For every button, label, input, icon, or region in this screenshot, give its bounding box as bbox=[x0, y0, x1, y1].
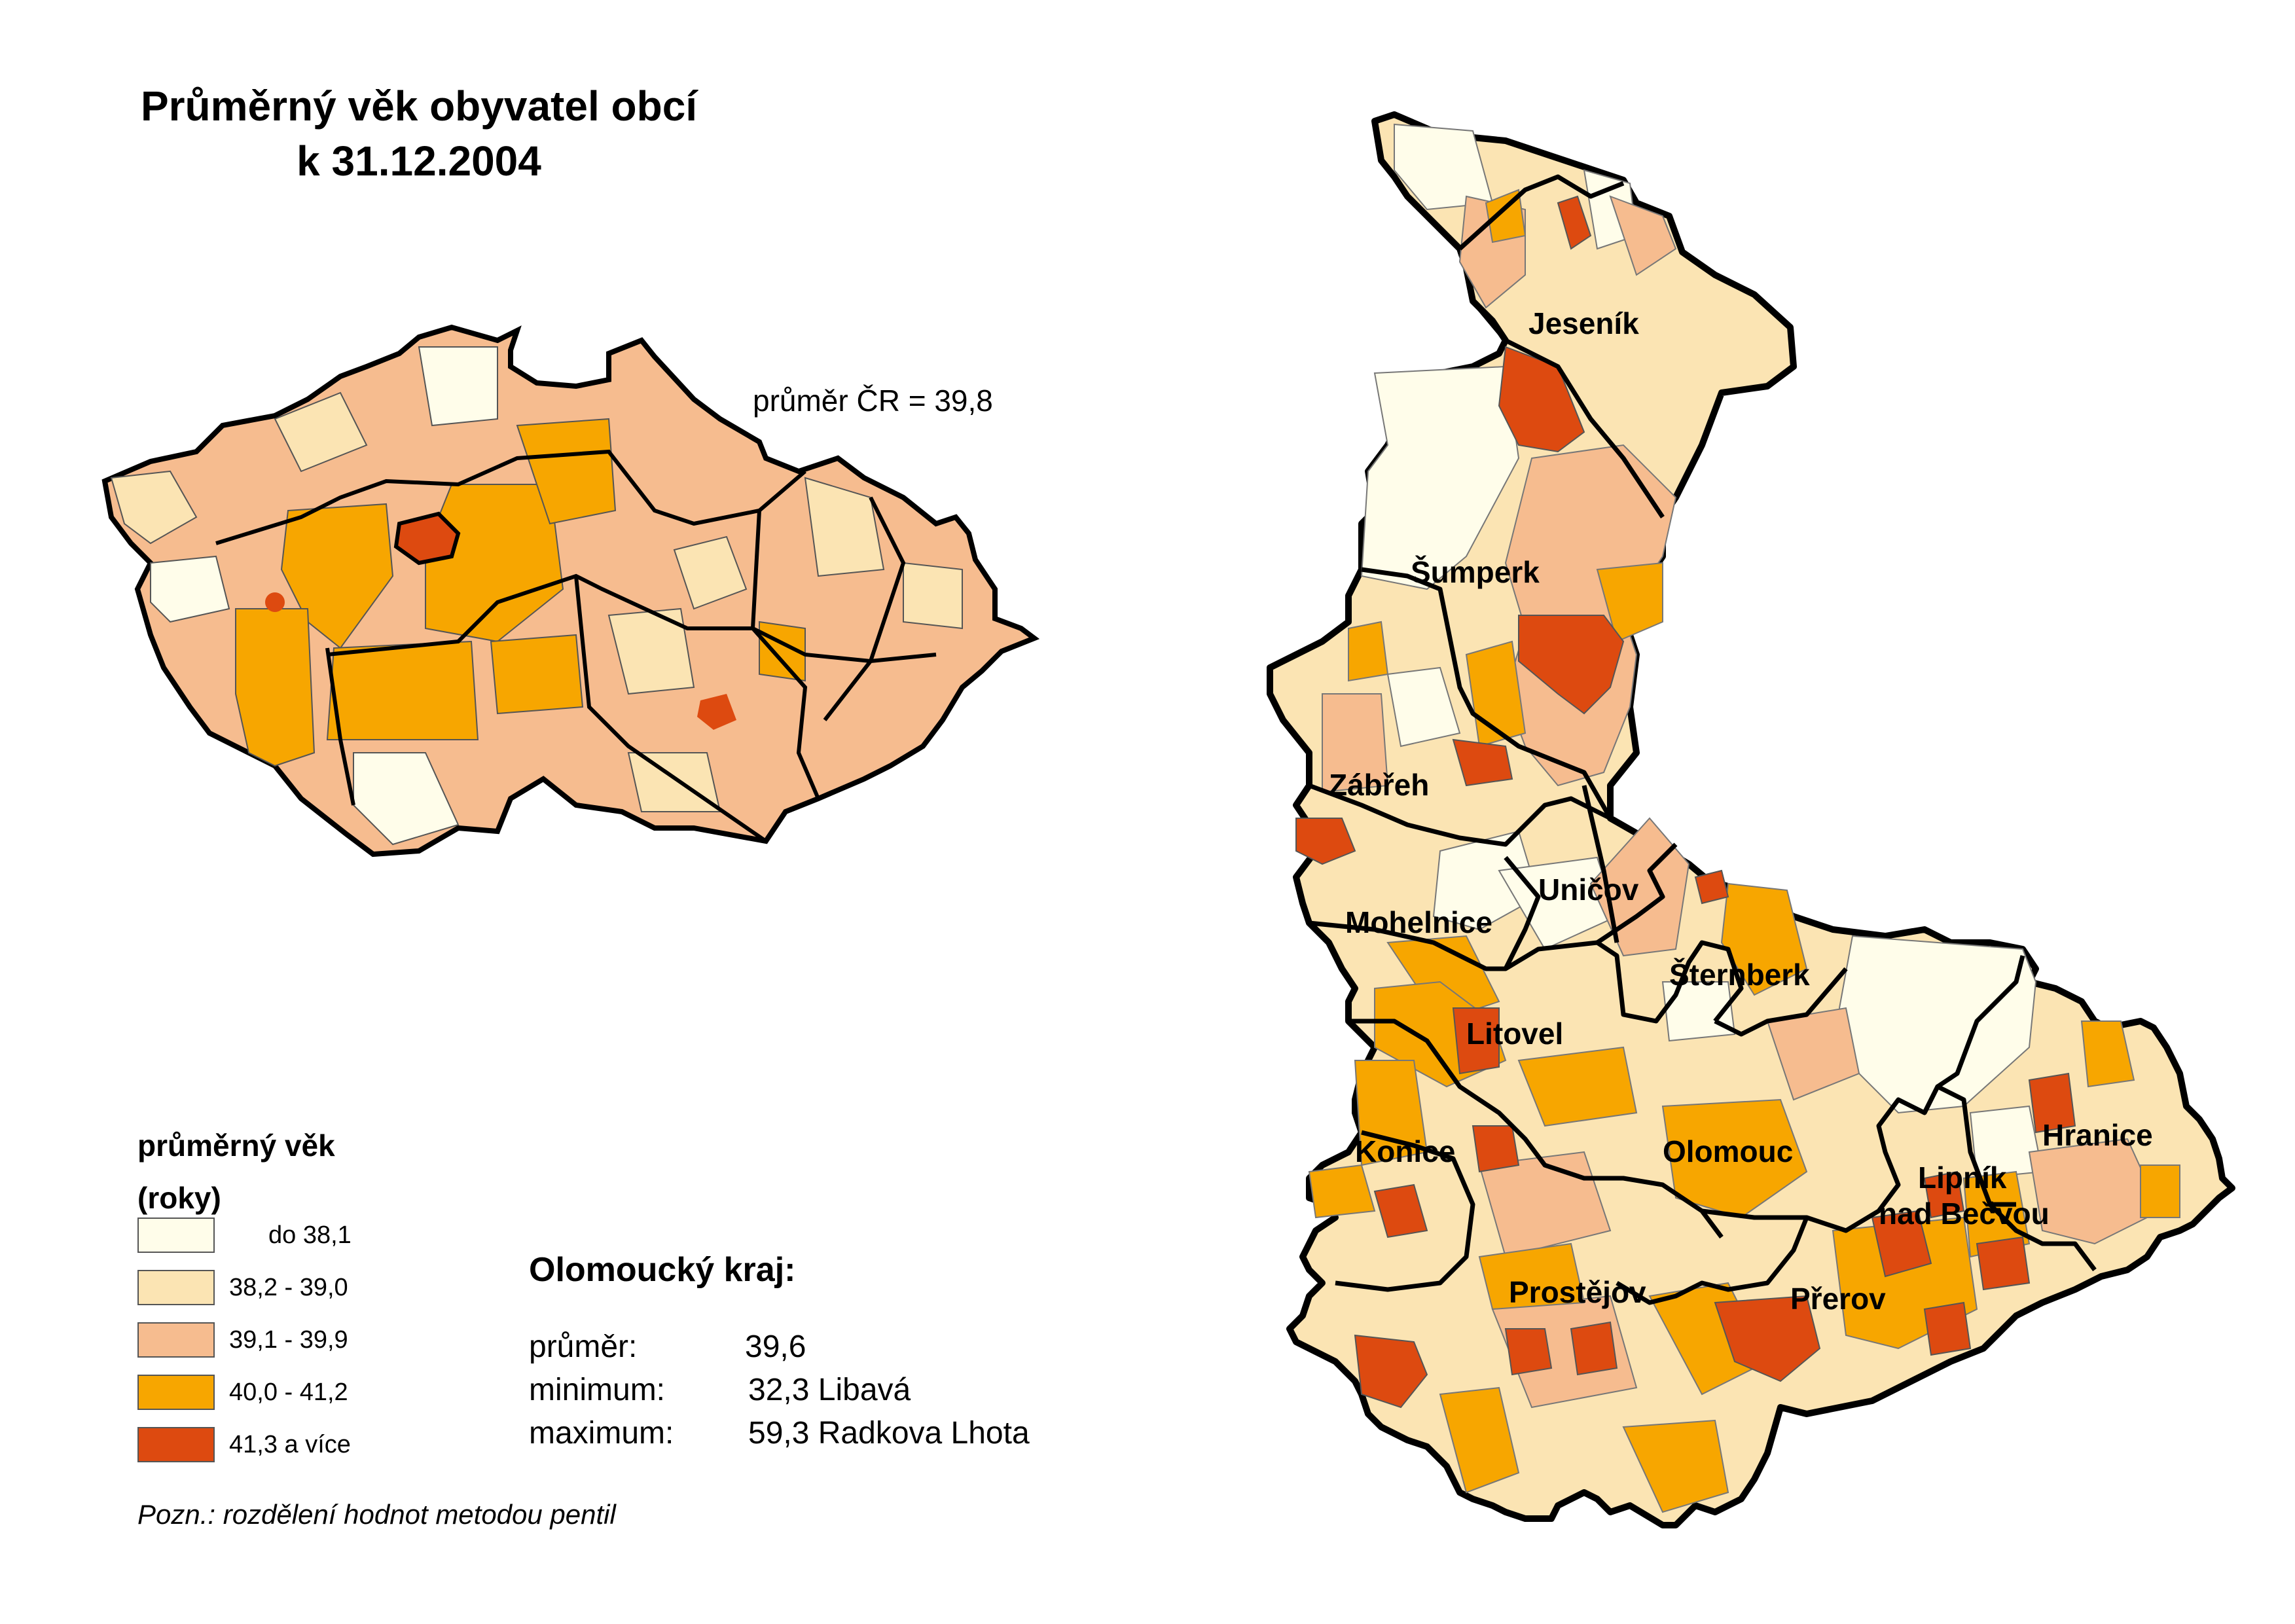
legend-title: průměrný věk (roky) bbox=[137, 1119, 335, 1224]
stat-minimum-label: minimum: bbox=[529, 1373, 666, 1407]
legend-swatch bbox=[137, 1375, 215, 1410]
legend-label: 39,1 - 39,9 bbox=[229, 1326, 348, 1354]
legend-item: do 38,1 bbox=[137, 1218, 478, 1254]
legend-label: 40,0 - 41,2 bbox=[229, 1379, 348, 1406]
region-heading: Olomoucký kraj: bbox=[529, 1251, 796, 1289]
legend-item: 40,0 - 41,2 bbox=[137, 1375, 478, 1411]
legend-swatch bbox=[137, 1427, 215, 1462]
legend-swatch bbox=[137, 1270, 215, 1305]
town-label-prerov: Přerov bbox=[1790, 1282, 1886, 1316]
town-label-lipnik: Lipník bbox=[1918, 1161, 2007, 1195]
town-labels: Jeseník Šumperk Zábřeh Uničov Mohelnice … bbox=[1329, 306, 2153, 1316]
town-label-hranice: Hranice bbox=[2042, 1118, 2153, 1152]
legend-item: 39,1 - 39,9 bbox=[137, 1322, 478, 1359]
legend-title-line2: (roky) bbox=[137, 1181, 221, 1215]
town-label-prostejov: Prostějov bbox=[1509, 1275, 1646, 1309]
map-title-line2: k 31.12.2004 bbox=[297, 137, 541, 185]
stat-maximum-value: 59,3 Radkova Lhota bbox=[748, 1416, 1030, 1451]
town-label-nad-becvou: nad Bečvou bbox=[1879, 1197, 2050, 1231]
method-note: Pozn.: rozdělení hodnot metodou pentil bbox=[137, 1499, 616, 1530]
olomouc-region-map: Jeseník Šumperk Zábřeh Uničov Mohelnice … bbox=[1267, 111, 2235, 1528]
legend-swatch bbox=[137, 1218, 215, 1253]
stat-maximum-label: maximum: bbox=[529, 1416, 674, 1451]
stat-minimum: minimum: 32,3 Libavá bbox=[529, 1372, 911, 1415]
stat-average-label: průměr: bbox=[529, 1329, 638, 1364]
stat-minimum-value: 32,3 Libavá bbox=[748, 1373, 911, 1407]
town-label-unicov: Uničov bbox=[1538, 873, 1639, 907]
stat-average: průměr: 39,6 bbox=[529, 1329, 806, 1372]
region-stats: Olomoucký kraj: průměr: 39,6 minimum: 32… bbox=[529, 1250, 1030, 1458]
town-label-olomouc: Olomouc bbox=[1663, 1134, 1793, 1168]
legend-label: 38,2 - 39,0 bbox=[229, 1274, 348, 1301]
legend-item: 41,3 a více bbox=[137, 1427, 478, 1464]
legend-title-line1: průměrný věk bbox=[137, 1128, 335, 1163]
town-label-konice: Konice bbox=[1355, 1134, 1455, 1168]
czech-republic-map bbox=[101, 324, 1040, 857]
town-label-zabreh: Zábřeh bbox=[1329, 768, 1429, 802]
cr-average-label: průměr ČR = 39,8 bbox=[753, 384, 993, 418]
district-borders bbox=[1308, 174, 2097, 1305]
map-title: Průměrný věk obyvatel obcí k 31.12.2004 bbox=[39, 79, 799, 189]
town-label-litovel: Litovel bbox=[1466, 1017, 1563, 1051]
stat-average-value: 39,6 bbox=[745, 1329, 806, 1364]
town-label-sumperk: Šumperk bbox=[1411, 555, 1540, 589]
town-label-jesenik: Jeseník bbox=[1528, 306, 1639, 340]
map-title-line1: Průměrný věk obyvatel obcí bbox=[140, 82, 698, 130]
town-label-sternberk: Šternberk bbox=[1669, 958, 1810, 992]
legend-label: 41,3 a více bbox=[229, 1431, 351, 1458]
stat-maximum: maximum: 59,3 Radkova Lhota bbox=[529, 1415, 1030, 1458]
legend-swatch bbox=[137, 1322, 215, 1358]
town-label-mohelnice: Mohelnice bbox=[1345, 905, 1492, 939]
legend-item: 38,2 - 39,0 bbox=[137, 1270, 478, 1307]
legend-label: do 38,1 bbox=[268, 1221, 352, 1249]
